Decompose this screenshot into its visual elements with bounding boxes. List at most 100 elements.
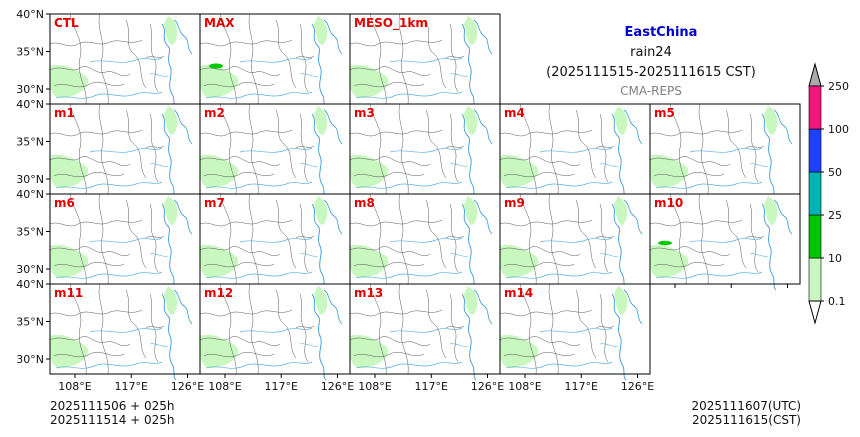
rain-light-area — [764, 196, 778, 225]
panel-label: m11 — [54, 286, 83, 300]
panel-m13: m13 108°E 117°E 126°E — [349, 283, 504, 393]
panel-label: MAX — [204, 16, 235, 30]
lon-tick-label: 117°E — [115, 380, 148, 393]
panel-label: m6 — [54, 196, 75, 210]
lon-tick-label: 108°E — [508, 380, 541, 393]
lat-tick-label: 35°N — [16, 226, 44, 239]
rain-light-area — [464, 106, 478, 135]
rain-light-area — [614, 106, 628, 135]
colorbar-level-label: 100 — [828, 123, 849, 136]
lon-tick-label: 117°E — [415, 380, 448, 393]
panel-m8: m8 — [349, 193, 501, 291]
rain-light-area — [50, 334, 89, 369]
lat-tick-label: 35°N — [16, 46, 44, 59]
header-period: (2025111515-2025111615 CST) — [546, 65, 756, 80]
panel-meso_1km: MESO_1km — [349, 13, 501, 111]
rain-light-area — [50, 244, 89, 279]
panel-label: CTL — [54, 16, 79, 30]
rain-light-area — [314, 196, 328, 225]
panel-label: MESO_1km — [354, 16, 428, 31]
panel-m10: m10 — [649, 193, 801, 291]
lon-tick-label: 126°E — [321, 380, 354, 393]
rain-light-area — [200, 244, 239, 279]
rain-light-area — [464, 196, 478, 225]
panel-m4: m4 — [499, 103, 651, 201]
lon-tick-label: 117°E — [265, 380, 298, 393]
rain-light-area — [500, 244, 539, 279]
colorbar-segment — [808, 214, 822, 259]
colorbar-extend-min — [808, 300, 822, 325]
panel-m12: m12 108°E 117°E 126°E — [199, 283, 354, 393]
footer-valid-cst: 2025111615(CST) — [692, 413, 801, 427]
rain-moderate-area — [658, 240, 672, 246]
panel-m5: m5 — [649, 103, 801, 201]
panel-m14: m14 108°E 117°E 126°E — [499, 283, 654, 393]
rain-light-area — [500, 154, 539, 189]
rain-light-area — [614, 286, 628, 315]
panel-label: m13 — [354, 286, 383, 300]
rain-light-area — [614, 196, 628, 225]
footer-init-utc: 2025111506 + 025h — [50, 399, 175, 413]
lon-tick-label: 117°E — [565, 380, 598, 393]
panel-ctl: CTL 40°N 35°N 30°N — [16, 8, 201, 111]
panel-m6: m6 40°N 35°N 30°N — [16, 188, 201, 291]
rain-light-area — [650, 244, 689, 279]
lat-tick-label: 30°N — [16, 263, 44, 276]
panel-m3: m3 — [349, 103, 501, 201]
panel-label: m8 — [354, 196, 375, 210]
lon-tick-label: 126°E — [171, 380, 204, 393]
rain-light-area — [164, 16, 178, 45]
panel-label: m14 — [504, 286, 533, 300]
rain-light-area — [350, 244, 389, 279]
panel-m9: m9 — [499, 193, 651, 291]
panel-frame — [499, 283, 651, 375]
rain-light-area — [50, 154, 89, 189]
panel-label: m4 — [504, 106, 525, 120]
colorbar-segment — [808, 128, 822, 173]
panel-grid: CTL 40°N 35°N 30°N MAX MESO_1km m1 40°N 35°N 30°N… — [16, 8, 801, 393]
footer-init-cst: 2025111514 + 025h — [50, 413, 175, 427]
rain-light-area — [764, 106, 778, 135]
colorbar-level-label: 50 — [828, 166, 842, 179]
panel-m2: m2 — [199, 103, 351, 201]
header-variable: rain24 — [630, 45, 672, 60]
panel-m7: m7 — [199, 193, 351, 291]
rain-light-area — [314, 16, 328, 45]
colorbar-level-label: 250 — [828, 80, 849, 93]
panel-m11: m11 40°N 35°N 30°N 108°E 117°E 126°E — [16, 278, 204, 393]
lon-tick-label: 108°E — [358, 380, 391, 393]
rain-light-area — [164, 286, 178, 315]
rain-moderate-area — [209, 63, 223, 69]
lat-tick-label: 30°N — [16, 353, 44, 366]
lat-tick-label: 30°N — [16, 83, 44, 96]
panel-label: m9 — [504, 196, 525, 210]
lon-tick-label: 108°E — [208, 380, 241, 393]
panel-m1: m1 40°N 35°N 30°N — [16, 98, 201, 201]
rain-light-area — [50, 64, 89, 99]
panel-max: MAX — [199, 13, 351, 111]
panel-label: m10 — [654, 196, 683, 210]
lat-tick-label: 40°N — [16, 278, 44, 291]
lat-tick-label: 35°N — [16, 136, 44, 149]
rain-light-area — [500, 334, 539, 369]
rain-light-area — [200, 154, 239, 189]
header-region: EastChina — [625, 25, 698, 40]
lat-tick-label: 40°N — [16, 188, 44, 201]
colorbar-level-label: 0.1 — [828, 295, 846, 308]
rain-light-area — [464, 286, 478, 315]
lon-tick-label: 108°E — [58, 380, 91, 393]
panel-label: m2 — [204, 106, 225, 120]
rain-light-area — [350, 64, 389, 99]
rain-light-area — [164, 106, 178, 135]
colorbar-level-label: 10 — [828, 252, 842, 265]
panel-label: m5 — [654, 106, 675, 120]
header-source: CMA-REPS — [620, 84, 682, 98]
panel-label: m7 — [204, 196, 225, 210]
lat-tick-label: 40°N — [16, 8, 44, 21]
colorbar-segment — [808, 171, 822, 216]
panel-label: m1 — [54, 106, 75, 120]
lon-tick-label: 126°E — [621, 380, 654, 393]
panel-label: m3 — [354, 106, 375, 120]
lat-tick-label: 30°N — [16, 173, 44, 186]
